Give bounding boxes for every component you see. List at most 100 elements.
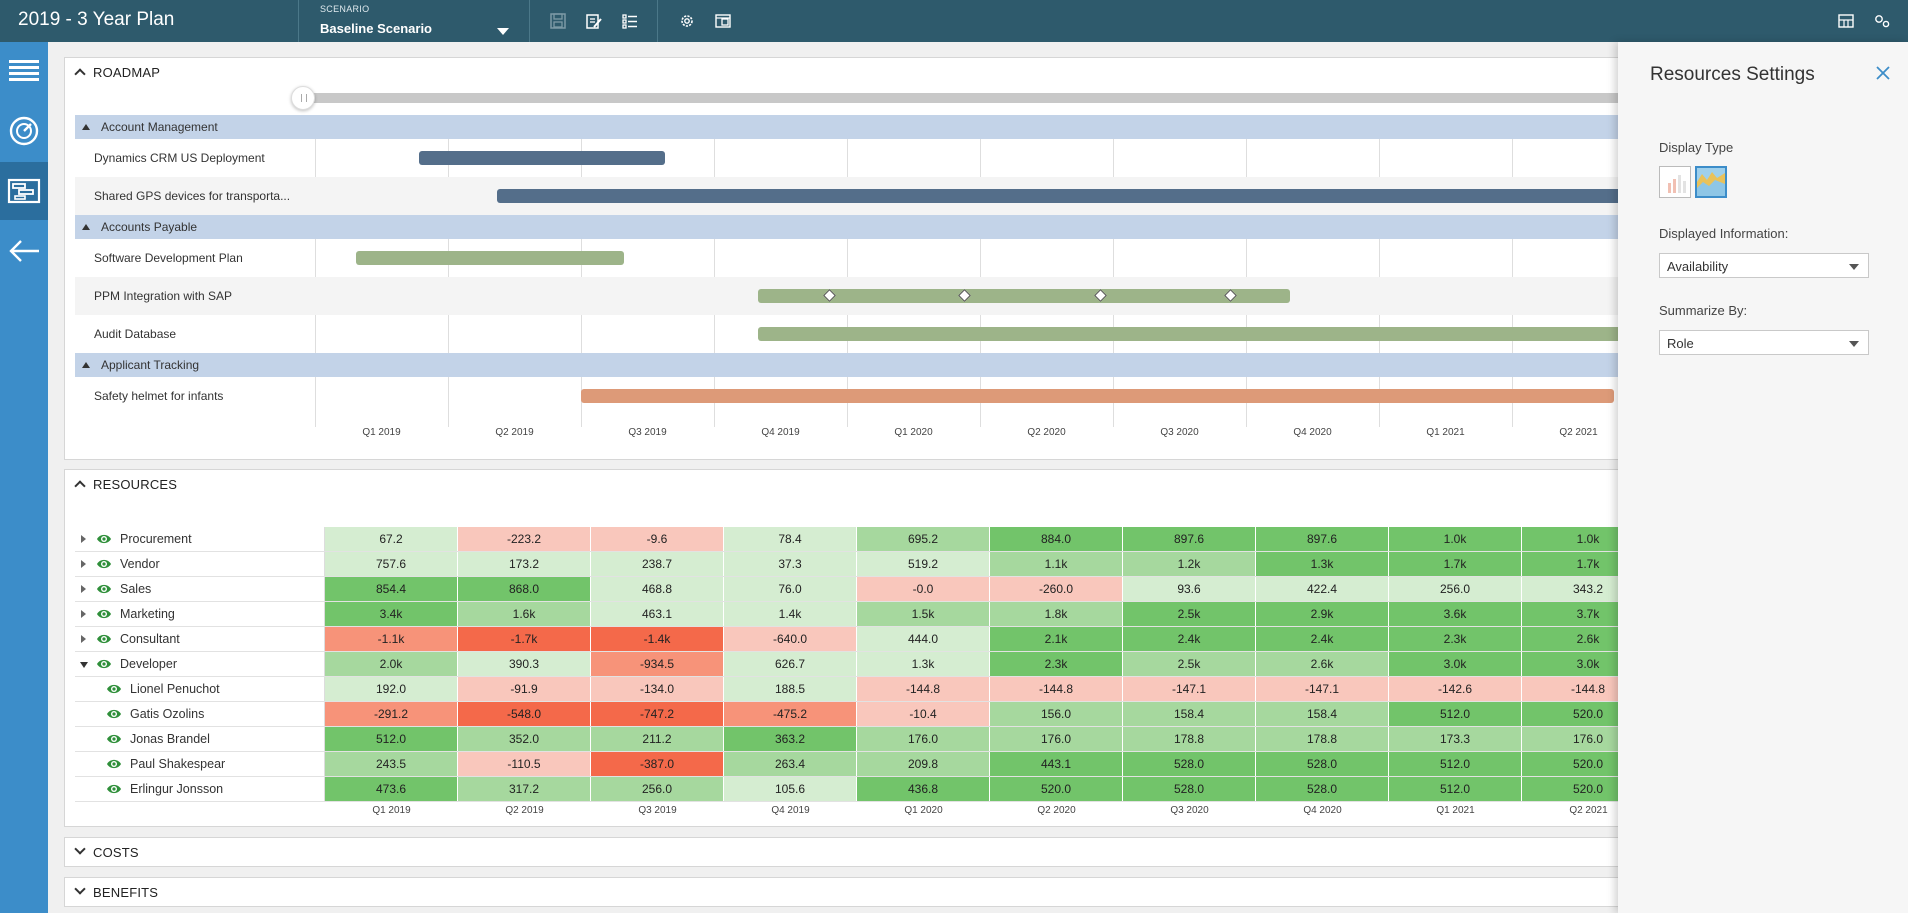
roadmap-task-row[interactable]: Audit Database [75,315,1905,353]
resource-row[interactable]: Lionel Penuchot 192.0 -91.9 -134.0 188.5 -144… [75,677,1905,702]
resource-row[interactable]: Paul Shakespear 243.5 -110.5 -387.0 263.4 209… [75,752,1905,777]
expand-triangle-icon[interactable] [81,535,86,543]
eye-icon[interactable] [106,757,122,771]
resource-value-cell[interactable]: 1.8k [990,602,1123,626]
resource-value-cell[interactable]: -147.1 [1123,677,1256,701]
resource-value-cell[interactable]: -142.6 [1389,677,1522,701]
displayed-info-select[interactable]: Availability [1659,253,1869,278]
resource-value-cell[interactable]: 2.5k [1123,652,1256,676]
eye-icon[interactable] [96,607,112,621]
scenario-value[interactable]: Baseline Scenario [320,21,432,36]
resource-value-cell[interactable]: 884.0 [990,527,1123,551]
chevron-up-icon[interactable] [74,68,86,80]
resource-value-cell[interactable]: 2.5k [1123,602,1256,626]
resource-value-cell[interactable]: 256.0 [591,777,724,801]
expand-triangle-icon[interactable] [81,635,86,643]
resource-value-cell[interactable]: 519.2 [857,552,990,576]
resource-value-cell[interactable]: 76.0 [724,577,857,601]
resource-value-cell[interactable]: 176.0 [857,727,990,751]
resource-value-cell[interactable]: 626.7 [724,652,857,676]
resource-value-cell[interactable]: 2.3k [990,652,1123,676]
expand-triangle-icon[interactable] [81,585,86,593]
resource-value-cell[interactable]: 67.2 [325,527,458,551]
resource-value-cell[interactable]: 695.2 [857,527,990,551]
chevron-down-icon[interactable] [74,883,86,895]
costs-panel[interactable]: COSTS [64,837,1908,867]
resource-value-cell[interactable]: 2.4k [1123,627,1256,651]
resource-value-cell[interactable]: 2.9k [1256,602,1389,626]
resource-value-cell[interactable]: 363.2 [724,727,857,751]
timeline-slider-handle[interactable] [291,86,315,110]
resource-value-cell[interactable]: -134.0 [591,677,724,701]
resource-value-cell[interactable]: -91.9 [458,677,591,701]
resource-value-cell[interactable]: 757.6 [325,552,458,576]
resource-value-cell[interactable]: 512.0 [1389,752,1522,776]
resource-value-cell[interactable]: 1.4k [724,602,857,626]
settings-icon[interactable] [1872,11,1892,31]
resource-value-cell[interactable]: 3.4k [325,602,458,626]
roadmap-header[interactable]: ROADMAP [65,58,1908,86]
library-icon[interactable] [713,11,733,31]
benefits-panel[interactable]: BENEFITS [64,877,1908,907]
resource-value-cell[interactable]: 1.7k [1389,552,1522,576]
eye-icon[interactable] [96,657,112,671]
roadmap-task-row[interactable]: Shared GPS devices for transporta... [75,177,1905,215]
heatmap-display-button[interactable] [1695,166,1727,198]
resource-value-cell[interactable]: 528.0 [1123,752,1256,776]
task-bar[interactable] [581,389,1615,403]
dashboard-icon[interactable] [0,102,48,160]
resource-value-cell[interactable]: -475.2 [724,702,857,726]
resource-value-cell[interactable]: 468.8 [591,577,724,601]
resource-row[interactable]: Consultant -1.1k -1.7k -1.4k -640.0 444.0 2.1k… [75,627,1905,652]
task-bar[interactable] [757,327,1645,341]
resource-value-cell[interactable]: 1.3k [857,652,990,676]
resource-value-cell[interactable]: -110.5 [458,752,591,776]
eye-icon[interactable] [106,782,122,796]
resource-value-cell[interactable]: 317.2 [458,777,591,801]
collapse-triangle-icon[interactable] [82,224,90,230]
eye-icon[interactable] [106,682,122,696]
resource-value-cell[interactable]: 868.0 [458,577,591,601]
resource-value-cell[interactable]: 444.0 [857,627,990,651]
eye-icon[interactable] [106,707,122,721]
resource-value-cell[interactable]: 2.6k [1256,652,1389,676]
roadmap-icon[interactable] [0,162,48,220]
resource-value-cell[interactable]: -10.4 [857,702,990,726]
resource-value-cell[interactable]: 1.5k [857,602,990,626]
resource-value-cell[interactable]: 158.4 [1256,702,1389,726]
resource-value-cell[interactable]: -0.0 [857,577,990,601]
resource-value-cell[interactable]: -9.6 [591,527,724,551]
collapse-triangle-icon[interactable] [82,124,90,130]
resource-value-cell[interactable]: 211.2 [591,727,724,751]
resource-value-cell[interactable]: -640.0 [724,627,857,651]
resource-value-cell[interactable]: 173.3 [1389,727,1522,751]
resource-value-cell[interactable]: 512.0 [1389,702,1522,726]
resource-value-cell[interactable]: -291.2 [325,702,458,726]
resource-value-cell[interactable]: -548.0 [458,702,591,726]
timeline-slider-track[interactable] [305,93,1905,103]
costs-header[interactable]: COSTS [65,838,1908,866]
resource-value-cell[interactable]: 512.0 [1389,777,1522,801]
resource-value-cell[interactable]: 1.0k [1389,527,1522,551]
roadmap-task-row[interactable]: Safety helmet for infants [75,377,1905,415]
eye-icon[interactable] [96,532,112,546]
resource-value-cell[interactable]: -934.5 [591,652,724,676]
roadmap-task-row[interactable]: PPM Integration with SAP [75,277,1905,315]
resource-value-cell[interactable]: 2.1k [990,627,1123,651]
resource-value-cell[interactable]: 1.3k [1256,552,1389,576]
resource-row[interactable]: Marketing 3.4k 1.6k 463.1 1.4k 1.5k 1.8k 2.5k 2.… [75,602,1905,627]
collapse-triangle-icon[interactable] [80,662,88,668]
resource-value-cell[interactable]: 390.3 [458,652,591,676]
list-icon[interactable] [620,11,640,31]
resource-value-cell[interactable]: -1.1k [325,627,458,651]
resource-value-cell[interactable]: 188.5 [724,677,857,701]
resource-value-cell[interactable]: 528.0 [1123,777,1256,801]
collapse-triangle-icon[interactable] [82,362,90,368]
resource-value-cell[interactable]: 158.4 [1123,702,1256,726]
edit-icon[interactable] [584,11,604,31]
resource-value-cell[interactable]: 1.1k [990,552,1123,576]
resource-value-cell[interactable]: 443.1 [990,752,1123,776]
chevron-down-icon[interactable] [1849,264,1859,270]
resource-value-cell[interactable]: 256.0 [1389,577,1522,601]
resource-value-cell[interactable]: 2.3k [1389,627,1522,651]
